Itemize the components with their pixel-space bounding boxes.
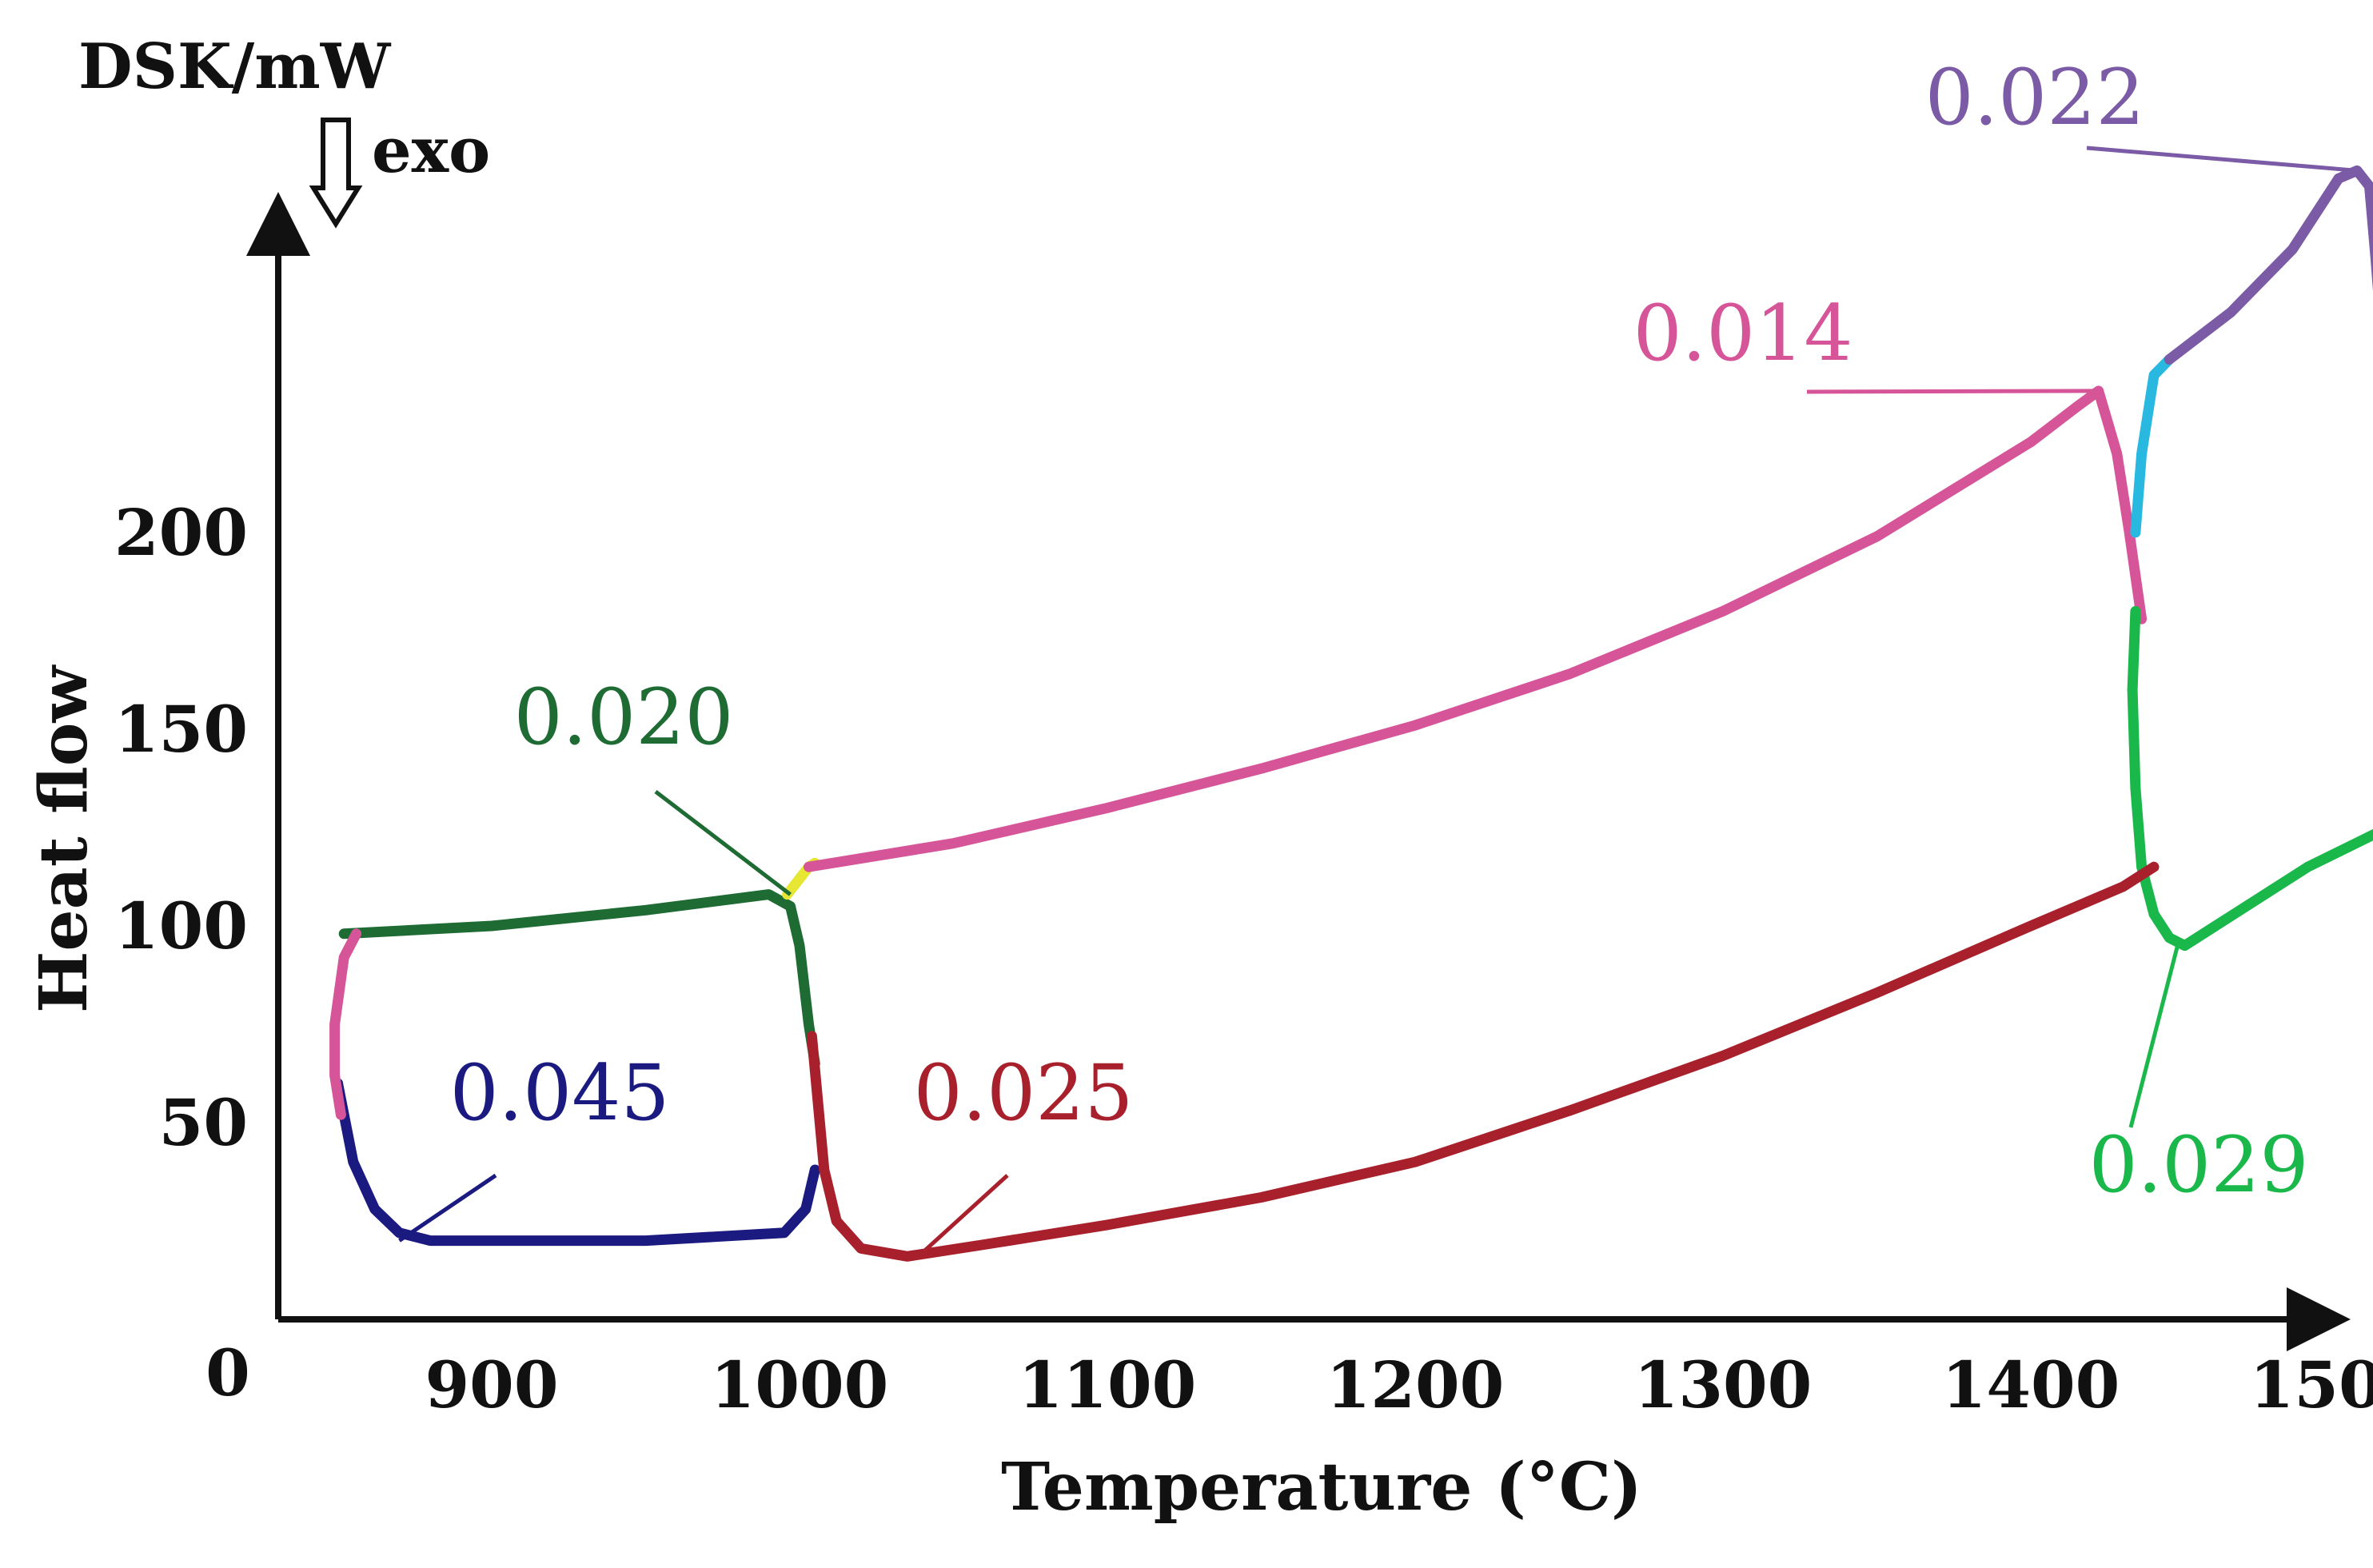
x-tick-label: 900 <box>425 1347 559 1422</box>
x-tick-label: 1500 <box>2250 1347 2373 1422</box>
series-line-cyan <box>2130 354 2175 538</box>
annotation-label: 0.014 <box>1633 289 1853 378</box>
annotation-leader <box>921 1174 1009 1255</box>
x-tick-label: 1400 <box>1942 1347 2120 1422</box>
annotation-leader <box>654 790 792 896</box>
y-tick-label: 100 <box>114 888 248 964</box>
axes <box>246 192 2351 1351</box>
exo-label: exo <box>372 114 490 187</box>
series-line-purple <box>2164 165 2373 365</box>
origin-label: 0 <box>205 1335 250 1410</box>
x-tick-label: 1200 <box>1326 1347 1505 1422</box>
annotation-group: 0.045 0.020 0.025 0.014 0.022 0.029 <box>398 53 2358 1255</box>
y-axis-title: Heat flow <box>26 664 102 1014</box>
annotation-leader <box>2128 941 2181 1128</box>
series-line-pink-main <box>804 385 2148 872</box>
exo-indicator: exo <box>309 114 490 229</box>
series-line-blue <box>333 1078 820 1247</box>
annotation-leader <box>1806 389 2099 394</box>
series-line-bright-green <box>2127 605 2373 952</box>
annotation-label: 0.025 <box>914 1048 1134 1138</box>
y-tick-label: 50 <box>159 1085 248 1160</box>
y-tick-labels: 50 100 150 200 <box>114 495 248 1160</box>
unit-label: DSK/mW <box>78 30 392 103</box>
x-tick-labels: 900 1000 1100 1200 1300 1400 1500 <box>425 1347 2373 1422</box>
annotation-leader <box>398 1173 497 1243</box>
annotation-label: 0.045 <box>450 1048 670 1138</box>
y-tick-label: 200 <box>114 495 248 570</box>
x-tick-label: 1000 <box>711 1347 889 1422</box>
series-line-dark-green <box>338 889 820 1069</box>
annotation-label: 0.022 <box>1925 53 2145 142</box>
exo-arrow-icon <box>309 118 363 229</box>
annotation-label: 0.020 <box>514 672 734 762</box>
x-axis-title: Temperature (°C) <box>1001 1449 1642 1526</box>
x-tick-label: 1100 <box>1019 1347 1197 1422</box>
y-tick-label: 150 <box>114 692 248 767</box>
series-group <box>329 165 2373 1262</box>
series-line-red <box>806 861 2160 1262</box>
x-tick-label: 1300 <box>1634 1347 1813 1422</box>
series-line-pink-loop <box>329 928 362 1120</box>
annotation-label: 0.029 <box>2089 1120 2309 1210</box>
annotation-leader <box>2086 146 2358 173</box>
